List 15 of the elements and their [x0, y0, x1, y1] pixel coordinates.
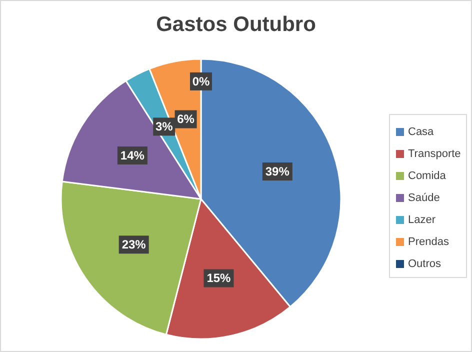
data-label: 3% — [155, 120, 174, 134]
data-label: 14% — [120, 148, 145, 162]
legend-label: Outros — [408, 258, 442, 270]
legend-label: Prendas — [408, 236, 449, 248]
chart-title: Gastos Outubro — [155, 13, 317, 37]
data-label: 23% — [122, 238, 146, 252]
legend-label: Saúde — [408, 192, 440, 204]
legend-label: Transporte — [408, 148, 461, 160]
legend-label: Comida — [408, 170, 446, 182]
data-label: 39% — [265, 164, 290, 178]
legend-label: Casa — [408, 126, 434, 138]
data-label: 15% — [206, 271, 232, 286]
data-label: 6% — [177, 112, 195, 126]
legend-label: Lazer — [408, 214, 436, 226]
text: 0% — [192, 74, 210, 88]
